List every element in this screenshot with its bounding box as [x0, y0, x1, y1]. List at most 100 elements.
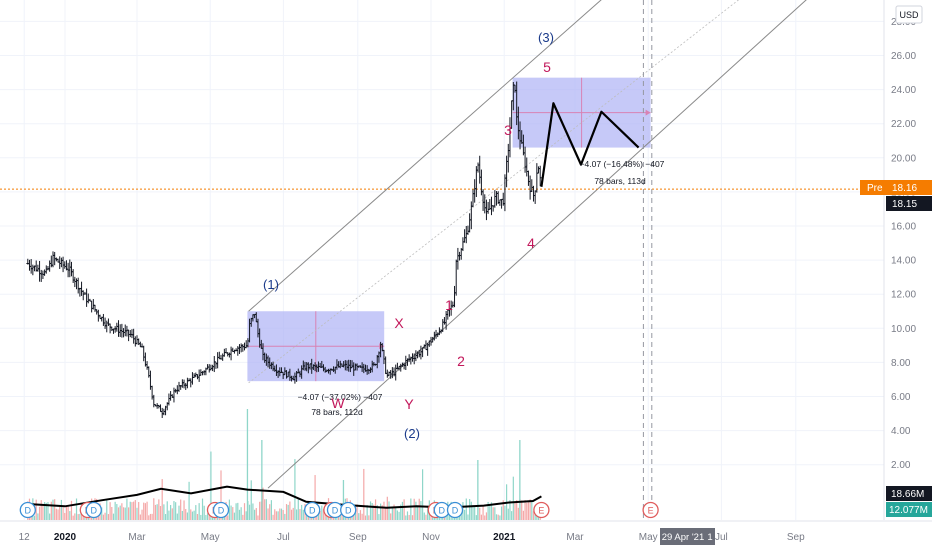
volume-bar: [265, 499, 267, 520]
volume-bar: [106, 500, 108, 520]
volume-bar: [44, 502, 46, 520]
channel-line-lower[interactable]: [267, 0, 884, 489]
volume-bar: [270, 500, 272, 520]
volume-bar: [240, 507, 242, 520]
price-bar: [461, 237, 465, 252]
range-boxes: [247, 77, 651, 382]
volume-bar: [175, 502, 177, 520]
dividend-marker[interactable]: D: [304, 501, 321, 519]
volume-bar: [52, 499, 54, 520]
dividend-marker[interactable]: D: [85, 501, 102, 519]
price-bar: [532, 185, 535, 202]
dividend-marker[interactable]: D: [340, 501, 357, 519]
earnings-marker[interactable]: E: [642, 501, 659, 519]
projection-zigzag[interactable]: [540, 102, 640, 187]
volume-bar: [57, 509, 59, 520]
price-bar: [384, 356, 388, 375]
volume-bar: [319, 511, 321, 520]
price-bar: [417, 349, 421, 358]
volume-bar: [245, 511, 247, 520]
volume-bar: [400, 504, 402, 520]
volume-bar: [252, 503, 254, 520]
dividend-marker[interactable]: D: [212, 501, 230, 519]
volume-bar: [366, 505, 368, 520]
price-bar: [138, 341, 142, 348]
volume-bar: [178, 505, 180, 520]
volume-bar: [364, 515, 367, 520]
range-box-1[interactable]: [247, 311, 385, 382]
volume-bar: [111, 507, 113, 520]
volume-bar: [299, 509, 301, 520]
volume-bar: [242, 514, 244, 520]
price-bar: [184, 382, 188, 390]
volume-bar: [208, 512, 210, 520]
volume-bar: [484, 515, 486, 520]
price-bar: [29, 259, 33, 274]
price-bar: [464, 225, 468, 244]
price-bar: [113, 326, 117, 333]
price-bar: [453, 285, 456, 308]
volume-bar: [128, 507, 130, 520]
price-bar: [241, 344, 245, 352]
currency-button[interactable]: USD: [895, 5, 923, 24]
volume-bar: [406, 511, 409, 520]
price-bar: [191, 372, 194, 385]
volume-bar: [67, 505, 69, 520]
volume-bar: [70, 500, 73, 520]
channel-lines: [248, 0, 884, 489]
price-bar: [523, 146, 527, 173]
volume-bar: [470, 501, 472, 520]
volume-bar: [49, 513, 51, 520]
volume-bar: [359, 510, 362, 520]
price-bar: [216, 352, 220, 369]
volume-bar: [422, 469, 424, 520]
svg-text:D: D: [91, 506, 98, 516]
wave-label-1: 1: [445, 297, 453, 313]
currency-label: USD: [899, 10, 919, 20]
volume-bar: [262, 487, 264, 520]
wave-label-4: 4: [527, 235, 535, 251]
volume-bar: [180, 499, 182, 520]
volume-bar: [159, 506, 162, 520]
svg-text:D: D: [345, 506, 352, 516]
dividend-marker[interactable]: D: [19, 501, 36, 519]
price-bar: [160, 407, 164, 419]
volume-bar: [403, 499, 405, 520]
volume-bar: [201, 498, 204, 520]
volume-bar: [301, 504, 303, 520]
volume-bar: [176, 513, 178, 520]
volume-bar: [322, 509, 325, 520]
channel-line-upper[interactable]: [248, 0, 884, 312]
volume-bar: [369, 501, 372, 520]
price-bar: [167, 393, 171, 406]
volume-bar: [59, 506, 61, 520]
volume-bar: [514, 502, 516, 520]
volume-bar: [395, 507, 397, 520]
price-bar: [70, 261, 73, 277]
wave-label-y: Y: [404, 396, 414, 412]
price-bar: [416, 351, 419, 359]
volume-bar: [77, 514, 79, 520]
volume-bar: [425, 514, 427, 520]
volume-bar: [144, 503, 146, 520]
volume-bar: [294, 459, 296, 520]
dividend-marker[interactable]: D: [446, 501, 464, 519]
volume-bar: [411, 515, 414, 520]
range-box-2[interactable]: [512, 77, 651, 148]
earnings-marker[interactable]: E: [533, 501, 550, 519]
price-bar: [212, 356, 216, 373]
time-axis[interactable]: 12 2020 Mar May Jul Sep Nov 2021 Mar May Jul Sep 29…: [0, 520, 932, 545]
price-bar: [469, 201, 473, 230]
volume-bar: [121, 503, 123, 520]
volume-ma-polyline: [27, 485, 542, 509]
price-axis[interactable]: 2.004.006.008.0010.0012.0014.0016.0018.0…: [883, 0, 916, 520]
price-bars: [26, 81, 542, 419]
volume-bar: [282, 510, 284, 520]
volume-bar: [117, 507, 120, 520]
volume-bar: [74, 513, 76, 520]
price-bar: [486, 201, 490, 214]
price-bar: [61, 256, 65, 273]
price-bar: [38, 260, 41, 282]
